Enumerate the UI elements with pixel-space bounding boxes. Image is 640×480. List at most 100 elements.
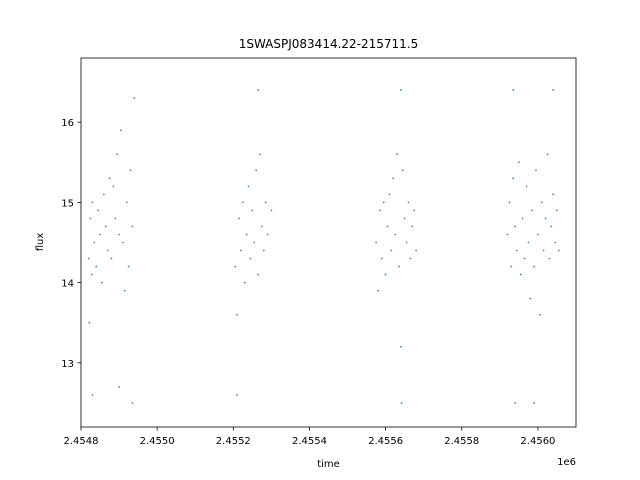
data-point [251, 209, 254, 212]
data-point [388, 193, 391, 196]
data-point [411, 225, 414, 228]
data-point [514, 225, 516, 228]
data-point [546, 153, 549, 156]
data-point [392, 177, 395, 180]
data-point [537, 233, 539, 236]
x-tick-label: 2.4556 [368, 436, 403, 447]
data-point [266, 233, 269, 236]
data-point [557, 249, 560, 252]
data-point [125, 201, 128, 204]
data-point [514, 402, 516, 404]
data-point [118, 385, 120, 388]
data-point [516, 249, 518, 252]
data-point [101, 281, 103, 284]
data-point [521, 217, 524, 220]
data-point [506, 233, 509, 236]
data-point [398, 265, 400, 268]
data-point [542, 249, 545, 252]
data-point [377, 289, 379, 292]
data-point [120, 129, 122, 132]
data-point [379, 209, 381, 212]
data-point [123, 289, 126, 292]
data-point [131, 402, 134, 404]
data-point [527, 241, 530, 244]
data-point [95, 265, 98, 268]
data-point [257, 273, 259, 276]
data-point [413, 209, 416, 212]
x-tick-label: 2.4554 [292, 436, 327, 447]
data-point [257, 89, 259, 91]
data-point [519, 273, 522, 276]
x-axis-label: time [317, 459, 340, 470]
data-point [533, 265, 536, 268]
data-point [538, 313, 541, 316]
data-point [236, 313, 239, 316]
data-point [510, 265, 513, 268]
data-point [262, 249, 265, 252]
data-point [399, 89, 402, 91]
y-tick-label: 15 [61, 198, 74, 209]
data-point [112, 185, 115, 188]
data-point [552, 89, 555, 91]
data-point [508, 201, 511, 204]
data-point [523, 257, 526, 260]
data-point [415, 249, 417, 252]
data-point [91, 201, 94, 204]
data-point [382, 201, 385, 204]
data-point [552, 193, 555, 196]
x-axis-ticks: 2.4548 2.4550 2.4552 2.4554 2.4556 2.4558 2.45… [64, 427, 555, 447]
data-point [116, 153, 119, 156]
y-axis-ticks: 13 14 15 16 [61, 118, 81, 370]
data-point [255, 169, 258, 172]
data-point [99, 233, 101, 236]
data-point [240, 249, 242, 252]
data-point [550, 225, 553, 228]
data-point [88, 321, 91, 324]
data-point [236, 394, 239, 396]
data-point [241, 201, 244, 204]
data-points [87, 89, 560, 404]
data-point [540, 201, 543, 204]
data-point [512, 177, 515, 180]
chart-title: 1SWASPJ083414.22-215711.5 [239, 37, 419, 51]
y-tick-label: 13 [61, 359, 74, 370]
data-point [400, 402, 403, 404]
data-point [89, 217, 92, 220]
data-point [264, 201, 267, 204]
data-point [87, 257, 90, 260]
x-tick-label: 2.4560 [520, 436, 555, 447]
data-point [556, 209, 558, 212]
x-tick-label: 2.4552 [216, 436, 251, 447]
data-point [127, 265, 130, 268]
data-point [399, 345, 402, 348]
data-point [129, 169, 132, 172]
data-point [253, 241, 256, 244]
plot-area-frame [80, 57, 577, 428]
data-point [403, 217, 406, 220]
data-point [554, 241, 556, 244]
y-axis-label: flux [35, 233, 46, 252]
data-point [517, 161, 520, 164]
data-point [110, 257, 113, 260]
data-point [131, 225, 134, 228]
data-point [533, 402, 536, 404]
data-point [409, 257, 412, 260]
data-point [535, 169, 537, 172]
data-point [260, 225, 263, 228]
y-tick-label: 14 [61, 279, 74, 290]
data-point [133, 97, 136, 100]
x-axis-offset-label: 1e6 [557, 457, 576, 468]
y-tick-label: 16 [61, 118, 74, 129]
data-point [525, 185, 528, 188]
x-tick-label: 2.4548 [64, 436, 99, 447]
data-point [384, 273, 387, 276]
data-point [405, 241, 408, 244]
data-point [234, 265, 237, 268]
data-point [243, 281, 246, 284]
data-point [121, 241, 124, 244]
data-point [270, 209, 273, 212]
x-tick-label: 2.4550 [140, 436, 175, 447]
data-point [102, 193, 105, 196]
